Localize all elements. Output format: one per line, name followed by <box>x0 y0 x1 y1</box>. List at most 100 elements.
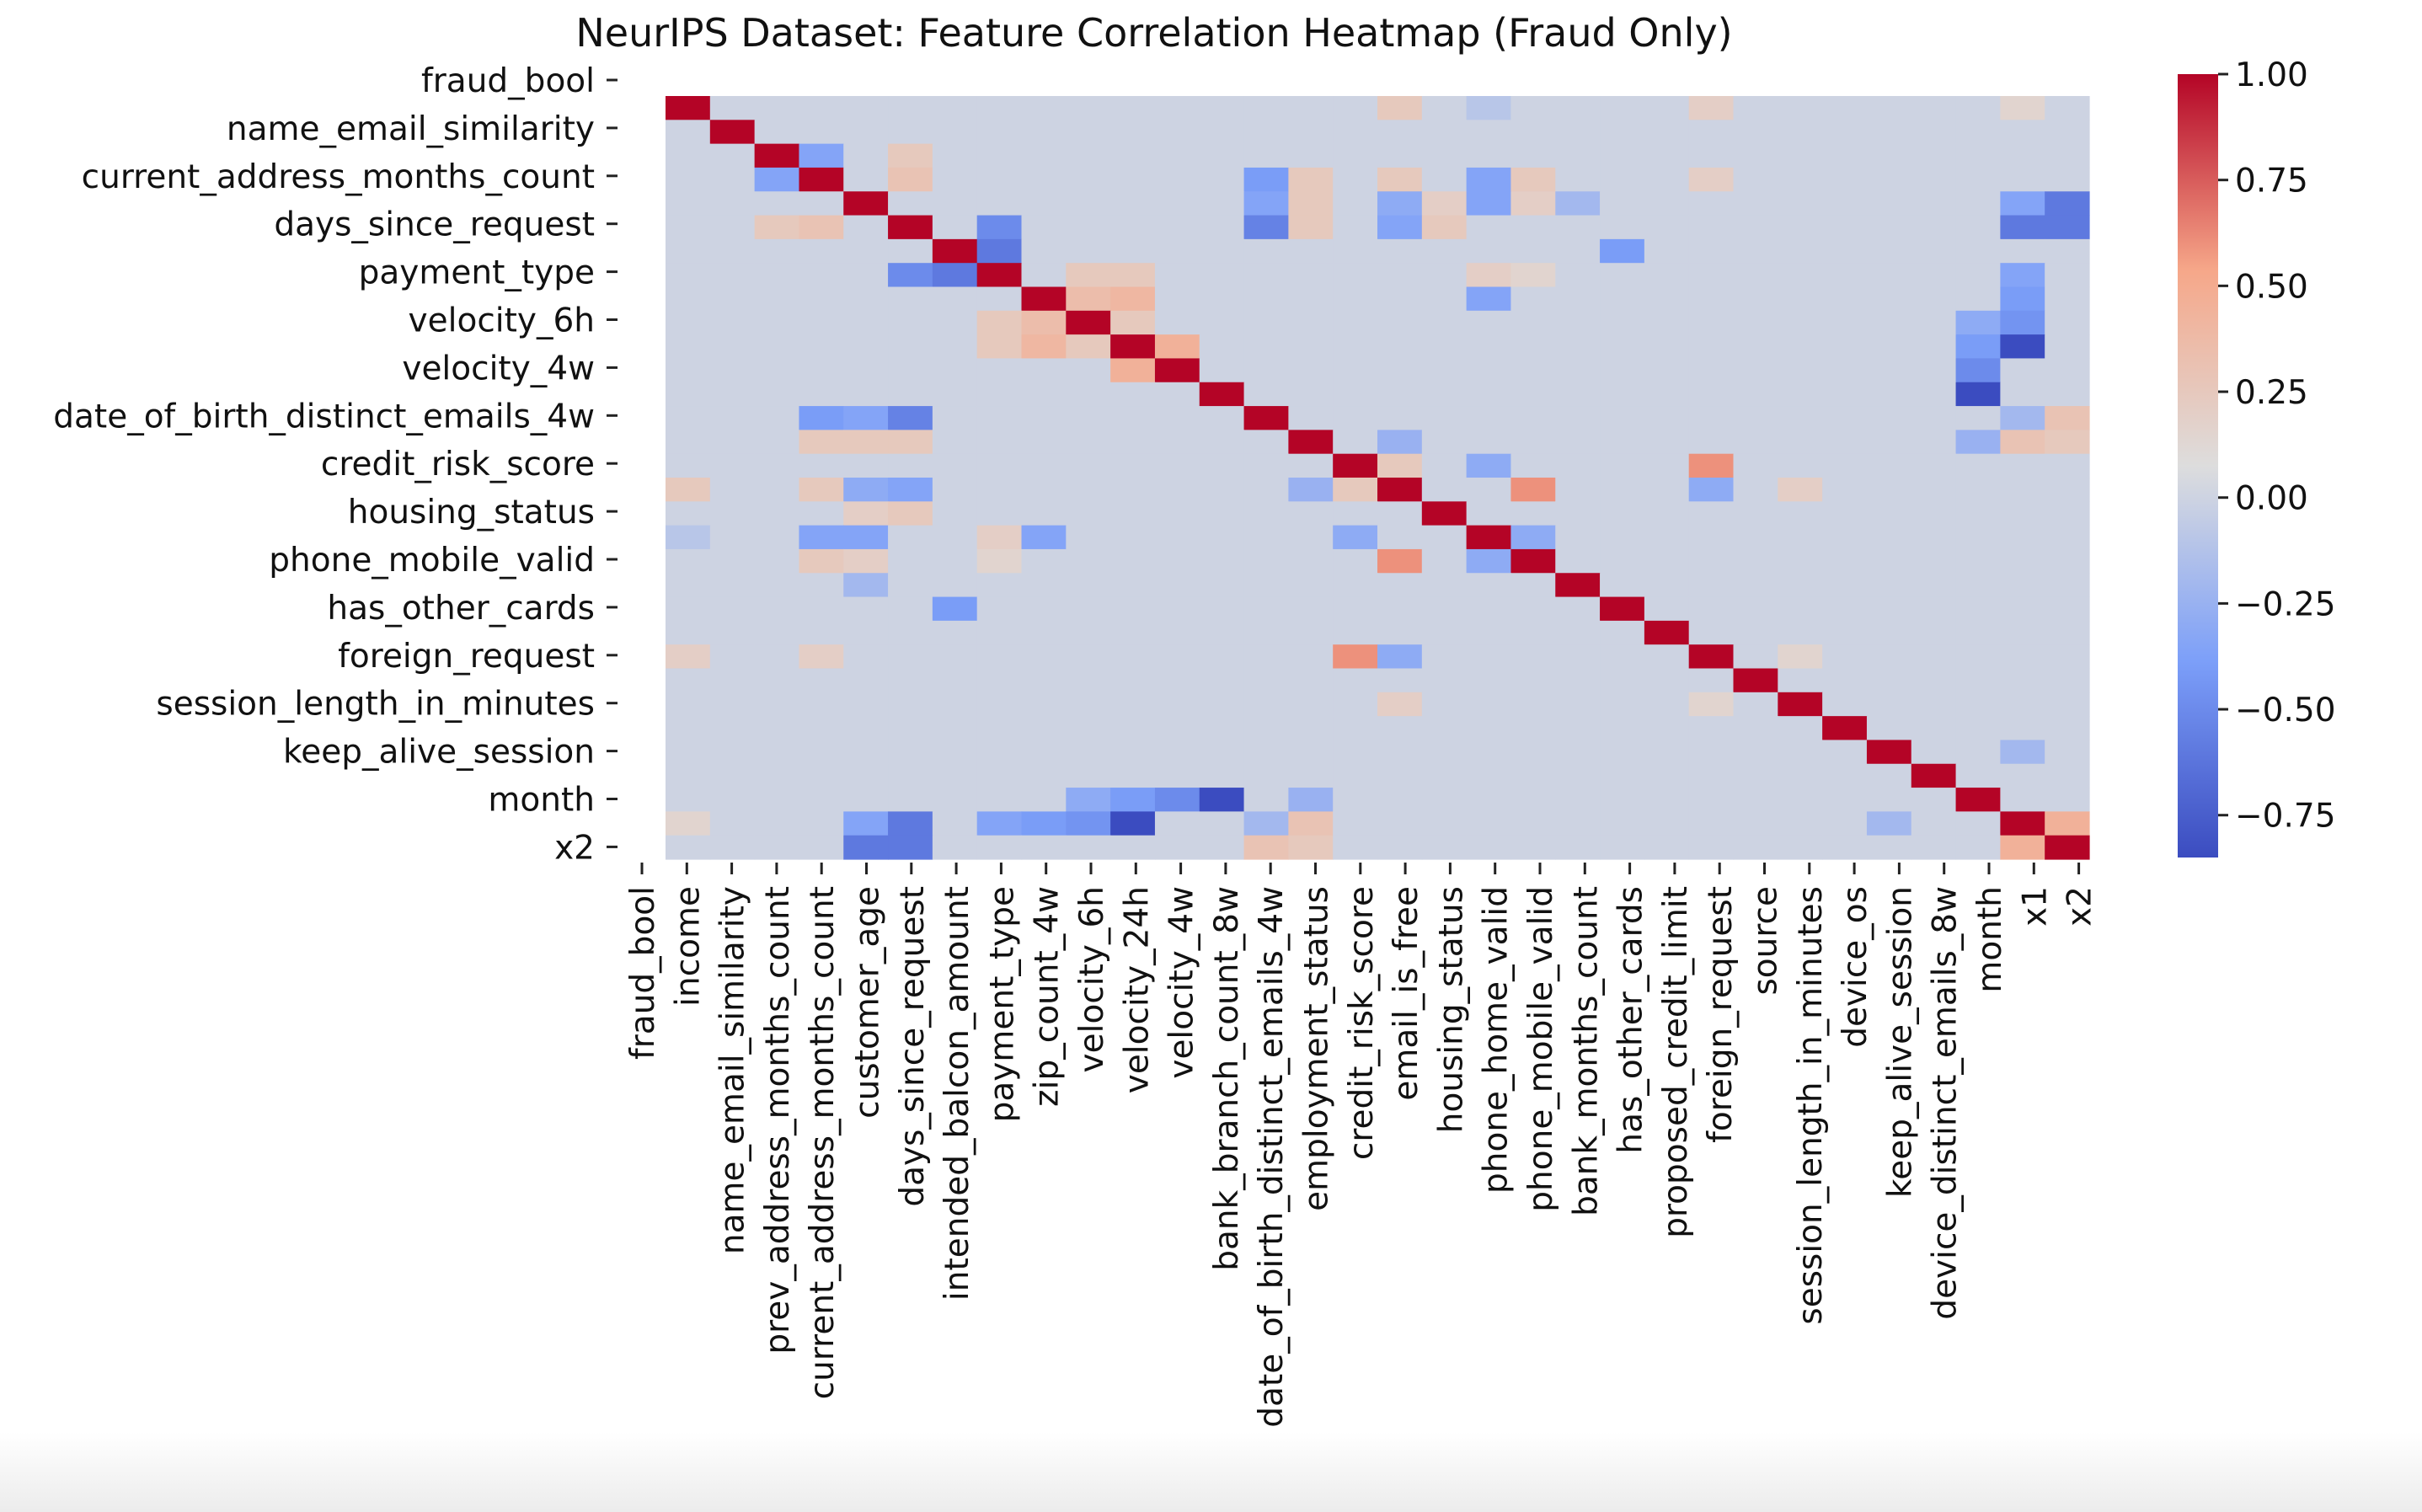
heatmap-cell <box>976 501 1023 526</box>
heatmap-cell <box>1154 430 1200 455</box>
y-tick-label: session_length_in_minutes <box>156 686 595 724</box>
heatmap-cell <box>1377 548 1423 574</box>
heatmap-cell <box>1333 263 1378 288</box>
heatmap-cell <box>1243 406 1289 430</box>
heatmap-cell <box>1733 238 1778 264</box>
heatmap-cell <box>1333 120 1378 145</box>
heatmap-cell <box>1733 620 1778 645</box>
heatmap-cell <box>1154 478 1200 502</box>
x-tick-label: x2 <box>2061 886 2099 927</box>
heatmap-cell <box>1154 310 1200 335</box>
heatmap-cell <box>843 596 889 622</box>
heatmap-cell <box>1021 668 1067 693</box>
colorbar: 1.00 0.75 0.50 0.25 0.00 −0.25 −0.50 −0.75 <box>2178 56 2336 858</box>
heatmap-cell <box>1733 310 1778 335</box>
heatmap-cell <box>799 596 844 622</box>
heatmap-cell <box>1555 96 1601 120</box>
heatmap-cell <box>843 453 889 478</box>
heatmap-cell <box>1243 96 1289 120</box>
heatmap-cell <box>2000 120 2045 145</box>
heatmap-cell <box>1110 740 1156 765</box>
y-tick-label: velocity_6h <box>409 302 595 340</box>
heatmap-cell <box>799 478 844 502</box>
heatmap-cell <box>2045 501 2090 526</box>
heatmap-cell <box>1822 191 1868 216</box>
heatmap-cell <box>1066 143 1111 168</box>
heatmap-cell <box>1555 358 1601 383</box>
heatmap-cell <box>1822 573 1868 598</box>
heatmap-cell <box>1911 525 1957 550</box>
heatmap-cell <box>1421 548 1468 574</box>
heatmap-cell <box>1377 644 1423 670</box>
heatmap-cell <box>1778 835 1823 860</box>
heatmap-cell <box>976 263 1023 288</box>
heatmap-cell <box>1733 763 1778 788</box>
heatmap-cell <box>2000 692 2045 717</box>
heatmap-cell <box>2045 548 2090 574</box>
heatmap-cell <box>754 382 800 407</box>
heatmap-cell <box>932 215 978 240</box>
heatmap-cell <box>1110 334 1156 360</box>
heatmap-cell <box>1199 453 1245 478</box>
heatmap-cell <box>1510 835 1556 860</box>
heatmap-cell <box>1510 716 1556 741</box>
heatmap-cell <box>709 740 756 765</box>
heatmap-cell <box>1377 692 1423 717</box>
heatmap-cell <box>1333 358 1378 383</box>
heatmap-cell <box>709 548 756 574</box>
heatmap-cell <box>843 835 889 860</box>
x-tick-label: housing_status <box>1432 886 1470 1133</box>
heatmap-cell <box>1021 406 1067 430</box>
heatmap-cell <box>1377 763 1423 788</box>
colorbar-tick-label: 0.50 <box>2235 268 2308 306</box>
heatmap-cell <box>1600 716 1645 741</box>
heatmap-cell <box>709 191 756 216</box>
heatmap-cell <box>1510 310 1556 335</box>
heatmap-cell <box>1333 430 1378 455</box>
heatmap-cell <box>2045 382 2090 407</box>
heatmap-cell <box>1466 238 1512 264</box>
heatmap-cell <box>666 334 711 360</box>
heatmap-cell <box>2045 668 2090 693</box>
x-tick-label: proposed_credit_limit <box>1657 886 1695 1238</box>
x-tick-label: has_other_cards <box>1612 886 1650 1154</box>
heatmap-cell <box>1066 478 1111 502</box>
heatmap-cell <box>976 310 1023 335</box>
heatmap-cell <box>1288 740 1334 765</box>
heatmap-cell <box>799 238 844 264</box>
heatmap-cell <box>1110 453 1156 478</box>
heatmap-cell <box>1288 573 1334 598</box>
x-tick-label: employment_status <box>1298 886 1336 1211</box>
heatmap-cell <box>1866 238 1912 264</box>
heatmap-cell <box>932 238 978 264</box>
heatmap-cell <box>666 120 711 145</box>
heatmap-cell <box>1644 668 1690 693</box>
heatmap-cell <box>843 644 889 670</box>
heatmap-cell <box>932 191 978 216</box>
heatmap-cell <box>1466 310 1512 335</box>
heatmap-cell <box>1243 167 1289 192</box>
heatmap-cell <box>666 215 711 240</box>
heatmap-cell <box>1778 263 1823 288</box>
heatmap-cell <box>932 620 978 645</box>
heatmap-cell <box>1466 644 1512 670</box>
heatmap-cell <box>1555 811 1601 836</box>
heatmap-cell <box>1288 238 1334 264</box>
heatmap-cell <box>2045 763 2090 788</box>
heatmap-cell <box>1421 740 1468 765</box>
heatmap-cell <box>1688 334 1735 360</box>
heatmap-cell <box>1199 811 1245 836</box>
heatmap-cell <box>1510 644 1556 670</box>
heatmap-cell <box>1154 811 1200 836</box>
heatmap-cell <box>888 811 933 836</box>
heatmap-cell <box>1644 263 1690 288</box>
heatmap-cell <box>1866 406 1912 430</box>
heatmap-cell <box>2000 811 2045 836</box>
heatmap-cell <box>1377 501 1423 526</box>
heatmap-cell <box>1510 191 1556 216</box>
heatmap-cell <box>754 143 800 168</box>
x-tick-label: intended_balcon_amount <box>938 886 976 1301</box>
heatmap-cell <box>888 835 933 860</box>
heatmap-cell <box>1421 96 1468 120</box>
